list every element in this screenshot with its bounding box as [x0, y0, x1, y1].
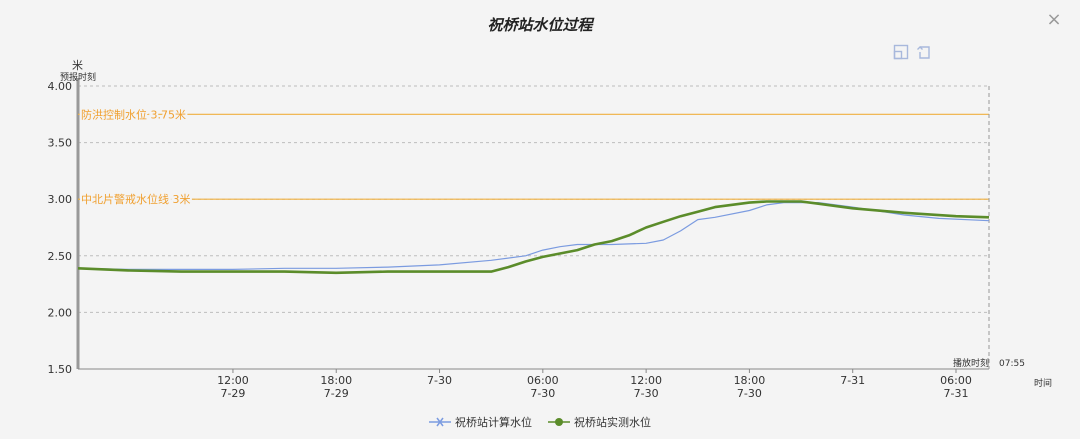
playback-marker-label: 播放时刻 — [953, 357, 989, 369]
x-tick-label: 18:00 — [320, 374, 352, 387]
playback-marker-time: 07:55 — [999, 359, 1025, 369]
x-marker-icon — [429, 417, 451, 427]
x-tick-label: 7-30 — [427, 374, 452, 387]
x-tick-sublabel: 7-29 — [220, 387, 245, 400]
y-tick-label: 2.00 — [48, 306, 73, 319]
x-tick-label: 06:00 — [527, 374, 559, 387]
reference-line-label: 防洪控制水位 3.75米 — [81, 107, 186, 121]
x-tick-sublabel: 7-31 — [944, 387, 969, 400]
legend-item-1[interactable]: 祝桥站计算水位 — [429, 414, 532, 430]
reset-icon[interactable] — [916, 44, 932, 60]
x-tick-sublabel: 7-29 — [324, 387, 349, 400]
x-tick-label: 12:00 — [217, 374, 249, 387]
chart-plot-area: 4.003.503.002.502.001.50米预报时刻12:007-2918… — [48, 59, 1053, 400]
chart-title: 祝桥站水位过程 — [487, 16, 593, 34]
close-icon[interactable]: × — [1046, 9, 1062, 30]
x-tick-label: 06:00 — [940, 374, 972, 387]
y-tick-label: 3.00 — [48, 193, 73, 206]
legend-label: 祝桥站计算水位 — [455, 416, 532, 429]
y-tick-label: 1.50 — [48, 363, 73, 376]
series-line-2 — [77, 200, 990, 275]
y-tick-label: 3.50 — [48, 137, 73, 150]
x-tick-sublabel: 7-30 — [737, 387, 762, 400]
x-tick-sublabel: 7-30 — [634, 387, 659, 400]
x-tick-label: 18:00 — [734, 374, 766, 387]
x-tick-sublabel: 7-30 — [530, 387, 555, 400]
legend-label: 祝桥站实测水位 — [574, 416, 651, 429]
circle-marker-icon — [548, 418, 570, 426]
reference-line-label: 中北片警戒水位线 3米 — [81, 192, 191, 206]
x-axis-label: 时间 — [1034, 377, 1052, 389]
y-tick-label: 4.00 — [48, 80, 73, 93]
x-tick-label: 7-31 — [840, 374, 865, 387]
y-axis-label: 米 — [72, 59, 83, 72]
restore-icon[interactable] — [893, 44, 909, 60]
y-axis-note: 预报时刻 — [60, 71, 96, 83]
legend: 祝桥站计算水位 祝桥站实测水位 — [0, 414, 1080, 430]
legend-item-2[interactable]: 祝桥站实测水位 — [548, 414, 651, 430]
x-tick-label: 12:00 — [630, 374, 662, 387]
y-tick-label: 2.50 — [48, 250, 73, 263]
